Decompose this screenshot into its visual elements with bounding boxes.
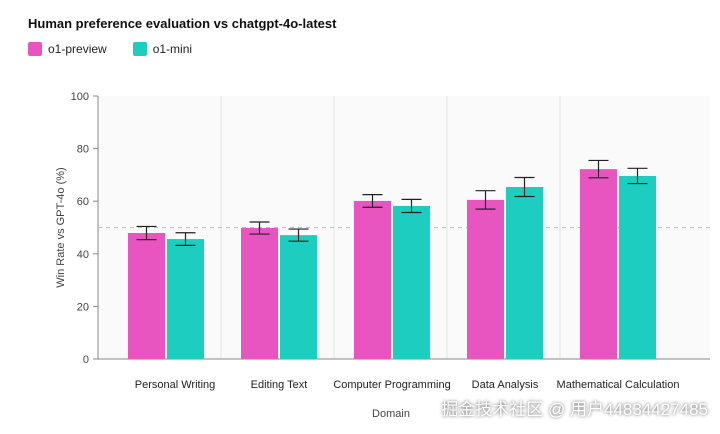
- legend-label: o1-mini: [152, 42, 193, 56]
- bar-o1-mini: [506, 186, 543, 359]
- y-axis-label: Win Rate vs GPT-4o (%): [55, 167, 67, 287]
- y-tick-label: 100: [71, 91, 89, 103]
- bar-o1-preview: [241, 228, 278, 359]
- x-tick-label: Data Analysis: [472, 379, 539, 391]
- x-axis-label: Domain: [372, 408, 410, 420]
- y-tick-label: 20: [77, 301, 89, 313]
- bar-o1-preview: [467, 199, 504, 359]
- bar-o1-preview: [128, 233, 165, 359]
- bar-o1-mini: [393, 205, 430, 359]
- legend: o1-preview o1-mini: [28, 42, 192, 56]
- y-tick-label: 0: [83, 354, 89, 366]
- chart-title: Human preference evaluation vs chatgpt-4…: [28, 16, 337, 31]
- bar-o1-preview: [354, 200, 391, 359]
- x-tick-label: Personal Writing: [135, 379, 216, 391]
- x-tick-label: Mathematical Calculation: [557, 379, 680, 391]
- y-tick-label: 40: [77, 249, 89, 261]
- y-tick-label: 80: [77, 144, 89, 156]
- x-tick-label: Editing Text: [251, 379, 308, 391]
- legend-swatch: [132, 42, 147, 56]
- bar-o1-preview: [580, 169, 617, 359]
- legend-item-o1-preview: o1-preview: [28, 42, 107, 56]
- legend-label: o1-preview: [48, 42, 107, 56]
- watermark: 掘金技术社区 @ 用户44834427485: [441, 400, 708, 419]
- x-tick-label: Computer Programming: [333, 379, 450, 391]
- bar-o1-mini: [280, 235, 317, 359]
- bar-o1-mini: [167, 239, 204, 359]
- legend-swatch: [28, 42, 42, 56]
- legend-item-o1-mini: o1-mini: [132, 42, 193, 56]
- bar-o1-mini: [619, 175, 656, 359]
- y-tick-label: 60: [77, 196, 89, 208]
